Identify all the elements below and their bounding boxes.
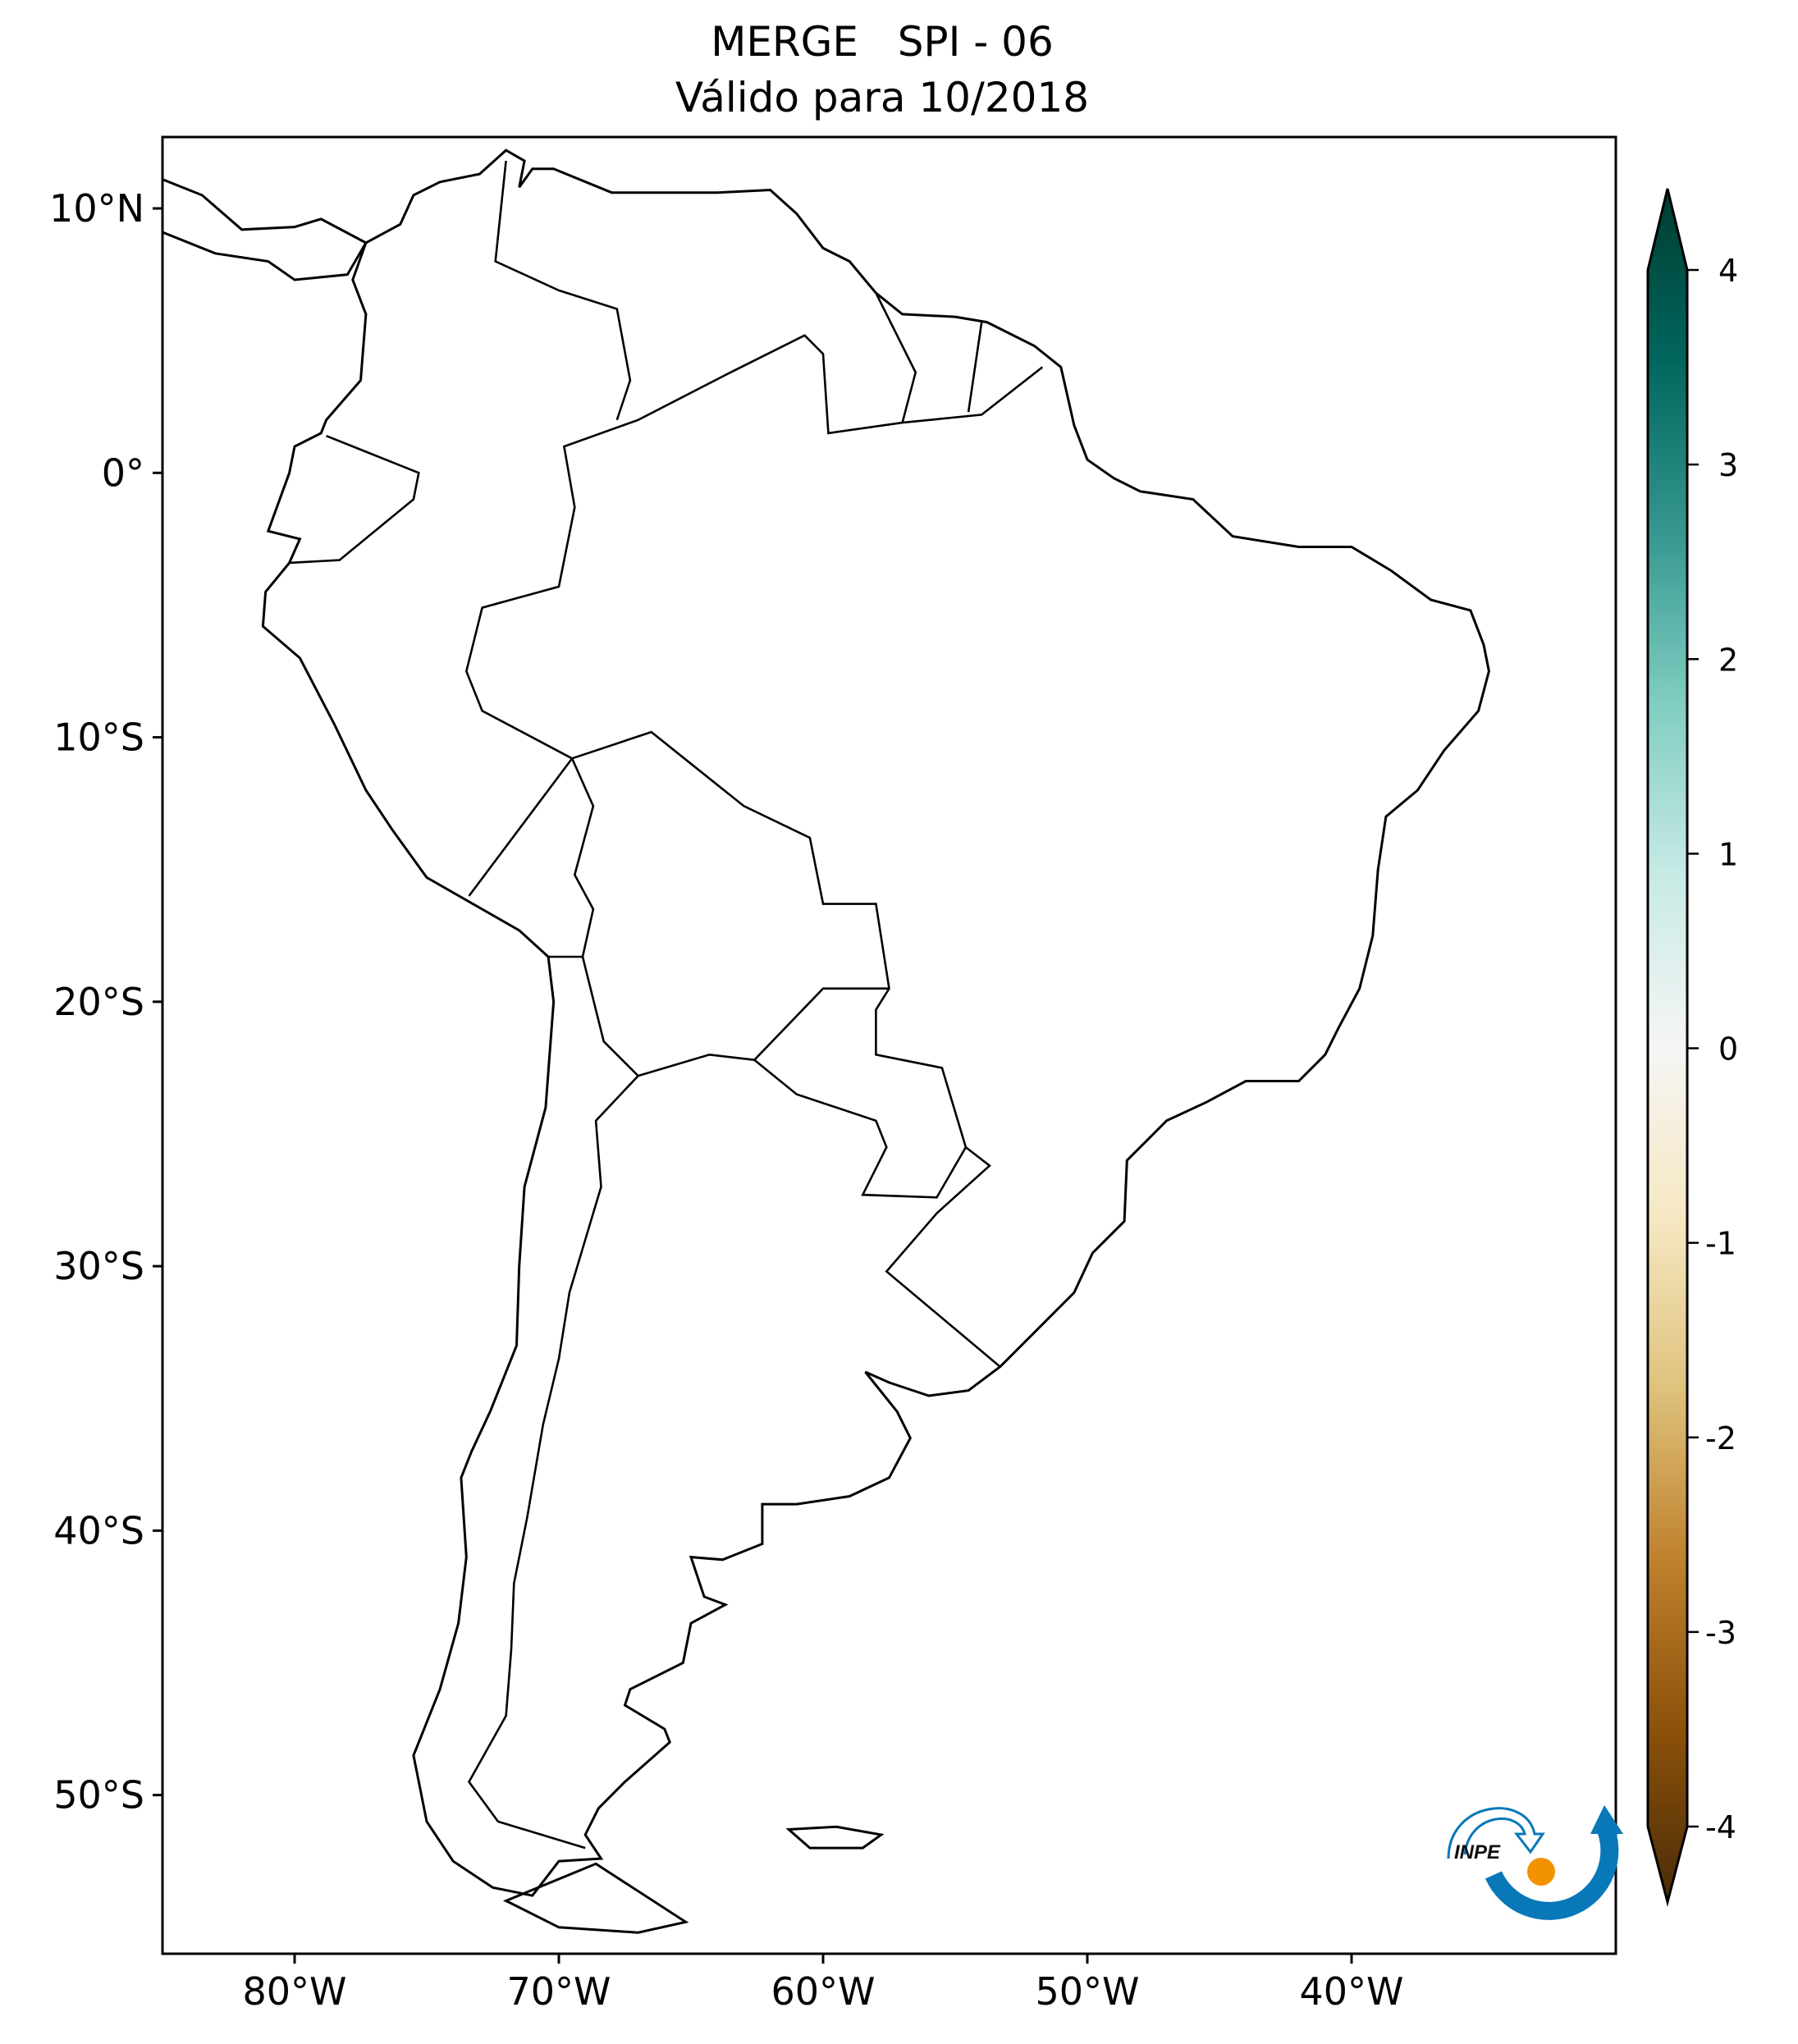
lat-tick-label: 10°N <box>49 186 144 231</box>
lon-tick-label: 40°W <box>1299 1969 1403 2014</box>
colorbar-tick-label: 3 <box>1718 447 1738 483</box>
spi-anomaly-patch <box>322 235 479 393</box>
spi-anomaly-patch <box>995 1121 1127 1200</box>
spi-anomaly-patch <box>1061 500 1219 605</box>
coastlines <box>162 149 1490 1934</box>
border-line <box>468 730 1001 1368</box>
country-borders <box>289 160 1044 1850</box>
spi-anomaly-patch <box>638 315 796 473</box>
colorbar: 4 3 2 1 0 -1 -2 -3 -4 <box>1646 188 1738 1907</box>
colorbar-tick-label: -3 <box>1705 1615 1736 1651</box>
border-line <box>875 292 917 423</box>
colorbar-tick-label: 0 <box>1718 1031 1738 1068</box>
lat-tick-label: 30°S <box>53 1244 144 1288</box>
border-line <box>570 757 595 958</box>
spi-anomaly-patch <box>638 1187 796 1292</box>
border-line <box>289 434 420 565</box>
spi-anomaly-patch <box>956 844 1114 1001</box>
lon-tick-label: 50°W <box>1035 1969 1139 2014</box>
colorbar-tick-label: 1 <box>1718 836 1738 872</box>
spi-anomaly-patch <box>692 1174 902 1306</box>
lat-tick-label: 10°S <box>53 716 144 760</box>
spi-anomaly-patch <box>612 698 717 830</box>
spi-anomaly-patch <box>1062 923 1272 1081</box>
border-line <box>467 955 640 1850</box>
arrow-icon <box>1590 1805 1623 1834</box>
colorbar-tick-label: -2 <box>1705 1420 1736 1456</box>
spi-anomaly-patch <box>533 1505 743 1662</box>
colorbar-tick-label: -4 <box>1705 1809 1736 1845</box>
spi-anomaly-patch <box>454 500 559 605</box>
border-line <box>753 1059 968 1199</box>
spi-anomaly-patch <box>612 1068 875 1252</box>
spi-anomaly-patch <box>506 765 716 975</box>
border-line <box>638 987 890 1077</box>
lon-tick-label: 70°W <box>506 1969 611 2014</box>
logo-text: INPE <box>1454 1841 1501 1863</box>
spi-anomaly-patch <box>507 275 770 406</box>
border-line <box>967 322 983 413</box>
spi-anomaly-patch <box>428 738 585 895</box>
border-line <box>494 160 632 421</box>
border-line <box>464 334 1044 760</box>
lon-tick-label: 60°W <box>771 1969 875 2014</box>
spi-field <box>162 137 1616 1954</box>
spi-anomaly-patch <box>348 473 558 684</box>
spi-anomaly-patch <box>1193 579 1298 684</box>
spi-anomaly-patch <box>955 552 1060 657</box>
spi-anomaly-patch <box>744 1346 1007 1451</box>
spi-anomaly-patch <box>757 606 889 711</box>
colorbar-tick-label: -1 <box>1705 1226 1736 1262</box>
logo-arc <box>1485 1822 1619 1920</box>
chart-subtitle: Válido para 10/2018 <box>675 74 1090 121</box>
lat-tick-label: 40°S <box>53 1508 144 1552</box>
spi-anomaly-patch <box>612 1822 717 1874</box>
lat-tick-label: 20°S <box>53 980 144 1024</box>
spi-anomaly-patch <box>824 765 1087 975</box>
spi-anomaly-patch <box>1405 619 1510 750</box>
map-frame <box>161 135 1617 1955</box>
lat-tick-label: 0° <box>102 450 144 495</box>
spi-anomaly-patch <box>1352 592 1457 671</box>
spi-anomaly-patch <box>744 539 849 618</box>
inpe-logo: INPE <box>1447 1805 1623 1920</box>
chart-title: MERGE SPI - 06 <box>711 18 1054 66</box>
spi-anomaly-patch <box>798 526 1008 684</box>
sun-icon <box>1527 1858 1555 1886</box>
lon-tick-label: 80°W <box>242 1969 346 2014</box>
colorbar-tick-label: 4 <box>1718 253 1738 289</box>
spi-anomaly-patch <box>506 1690 611 1795</box>
colorbar-tick-label: 2 <box>1718 642 1738 678</box>
lat-tick-label: 50°S <box>53 1773 144 1818</box>
